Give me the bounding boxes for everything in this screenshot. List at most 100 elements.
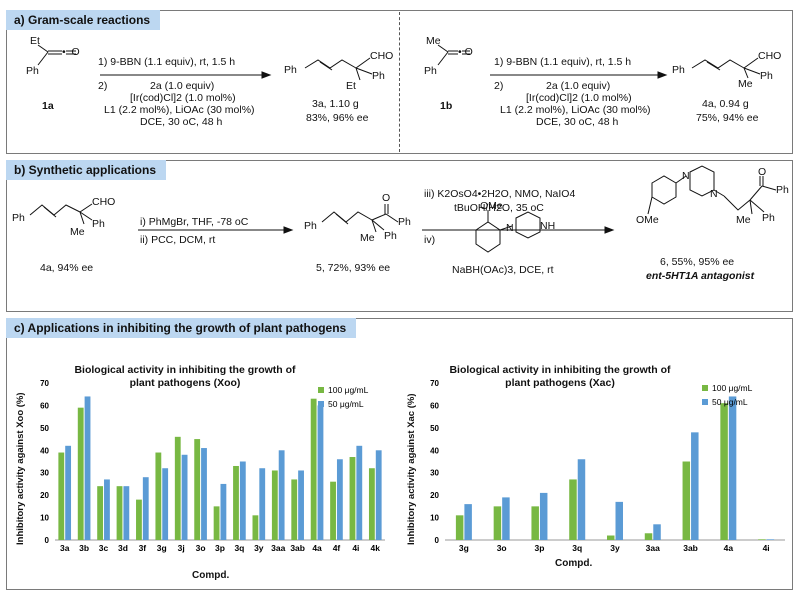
- b-mid-label: 5, 72%, 93% ee: [316, 262, 391, 274]
- chart2-legend-label: 50 μg/mL: [712, 397, 748, 407]
- chart1-ytick: 10: [40, 514, 49, 523]
- a1-sub-label: 1a: [42, 100, 54, 112]
- chart1-xlabel: Compd.: [192, 570, 230, 581]
- chart1-xtick: 3j: [178, 543, 185, 553]
- chart1-ytick: 40: [40, 446, 49, 455]
- chart1-xtick: 3f: [139, 543, 147, 553]
- chart1-ytick: 70: [40, 379, 49, 388]
- chart2-bar-3y-s1: [607, 535, 615, 540]
- chart2-xtick: 3aa: [646, 543, 660, 553]
- chart1-bar-3ab-s2: [298, 470, 304, 540]
- a1-step2b: [Ir(cod)Cl]2 (1.0 mol%): [130, 92, 236, 104]
- chart1-xtick: 3b: [79, 543, 89, 553]
- b-fp-ph2: Ph: [762, 212, 775, 224]
- chart2-bar-3g-s2: [464, 504, 472, 540]
- chart2-bar-3aa-s2: [653, 524, 661, 540]
- chart2-bar-3g-s1: [455, 515, 464, 540]
- section-c-title: c) Applications in inhibiting the growth…: [6, 318, 357, 338]
- chart1-bar-3f-s1: [136, 499, 142, 540]
- b-fp-name: ent-5HT1A antagonist: [646, 270, 755, 282]
- chart1-bar-3p-s2: [220, 483, 227, 540]
- chart2-xtick: 3p: [534, 543, 544, 553]
- chart1-xtick: 3o: [196, 543, 206, 553]
- chart2-xtick: 3ab: [683, 543, 698, 553]
- chart2-bar-3q-s2: [577, 459, 586, 540]
- b-fp-o: O: [758, 166, 767, 178]
- chart1-bar-4a-s1: [310, 398, 317, 540]
- b-mid-ph: Ph: [304, 220, 317, 232]
- a2-sub-c-o: • O: [458, 46, 473, 58]
- chart1-bar-3y-s2: [259, 468, 266, 540]
- chart2-ytick: 40: [430, 446, 439, 455]
- chart1-bar-3o-s1: [194, 439, 201, 540]
- a1-step2d: DCE, 30 oC, 48 h: [140, 116, 223, 128]
- a2-step2-num: 2): [494, 80, 504, 92]
- chart1-xtick: 3p: [215, 543, 225, 553]
- chart1-bar-3b-s2: [84, 396, 91, 540]
- chart1-bar-3d-s1: [116, 486, 123, 540]
- chart1-ytick: 30: [40, 469, 49, 478]
- a2-step1: 1) 9-BBN (1.1 equiv), rt, 1.5 h: [494, 56, 632, 68]
- chart1-legend-label: 100 μg/mL: [328, 385, 369, 395]
- chart2-legend-label: 100 μg/mL: [712, 383, 753, 393]
- chart1-bar-4f-s2: [336, 459, 343, 540]
- chart2-bar-3ab-s1: [682, 461, 691, 540]
- chart2-bar-3ab-s2: [691, 432, 699, 540]
- chart1-bar-4a-s2: [317, 405, 324, 540]
- a1-step2-num: 2): [98, 80, 108, 92]
- a2-step2c: L1 (2.2 mol%), LiOAc (30 mol%): [500, 104, 651, 116]
- chart2-ytick: 70: [430, 379, 439, 388]
- chart2-bar-4i-s2: [766, 539, 775, 540]
- chart1-bar-3aa-s1: [271, 470, 278, 540]
- chart2-ytick: 60: [430, 401, 439, 410]
- chart1-bar-3a-s1: [58, 452, 65, 540]
- chart1-xtick: 3c: [99, 543, 109, 553]
- chart1-bar-3a-s2: [65, 445, 72, 540]
- panel-a: [6, 10, 793, 154]
- chart1-bar-4f-s1: [330, 481, 336, 540]
- a1-prod-ph1: Ph: [284, 64, 297, 76]
- a2-sub-me: Me: [426, 35, 441, 47]
- chart1-ytick: 60: [40, 401, 49, 410]
- b-sm-me: Me: [70, 226, 85, 238]
- chart2-ytick: 20: [430, 491, 439, 500]
- a2-prod-cho: CHO: [758, 50, 782, 62]
- chart1-bar-3d-s2: [123, 486, 130, 540]
- chart2-bar-3p-s2: [539, 492, 548, 540]
- chart1-xtick: 4a: [312, 543, 322, 553]
- a1-prod-et: Et: [346, 80, 356, 92]
- a1-prod-cho: CHO: [370, 50, 394, 62]
- chart1-bar-3aa-s2: [278, 450, 285, 540]
- chart2-bar-3p-s1: [531, 506, 539, 540]
- chart1-xtick: 4f: [333, 543, 341, 553]
- chart2-xtick: 4i: [763, 543, 770, 553]
- b-sm-ph2: Ph: [92, 218, 105, 230]
- chart2-xtick: 3o: [497, 543, 507, 553]
- b-reagent-nh: NH: [540, 220, 556, 232]
- chart2-ytick: 50: [430, 424, 439, 433]
- chart1-xtick: 3q: [234, 543, 244, 553]
- a2-prod-ph1: Ph: [672, 64, 685, 76]
- chart1-bar-3c-s1: [97, 486, 104, 540]
- chart1-bar-3q-s2: [239, 461, 246, 540]
- chart1-bar-3b-s1: [77, 407, 84, 540]
- chart1-xtick: 3ab: [290, 543, 305, 553]
- chart2-xtick: 4a: [724, 543, 734, 553]
- b-sm-ph: Ph: [12, 212, 25, 224]
- chart1-bar-3j-s2: [181, 454, 188, 540]
- chart2-bar-3o-s2: [502, 497, 510, 540]
- chart1-bar-3g-s1: [155, 452, 162, 540]
- a1-step1: 1) 9-BBN (1.1 equiv), rt, 1.5 h: [98, 56, 236, 68]
- chart1-bar-3j-s1: [174, 436, 181, 540]
- chart1-title: Biological activity in inhibiting the gr…: [74, 364, 296, 389]
- chart1-bar-3q-s1: [233, 465, 239, 540]
- b-fp-label: 6, 55%, 95% ee: [660, 256, 735, 268]
- chart2-bar-3aa-s1: [644, 533, 653, 540]
- a1-prod-ph2: Ph: [372, 70, 385, 82]
- chart1-bar-3g-s2: [162, 468, 169, 540]
- b-cond4: tBuOH/H2O, 35 oC: [454, 202, 544, 214]
- chart2-bar-4a-s1: [720, 403, 728, 540]
- a1-sub-c-o: • O: [62, 46, 80, 58]
- chart1-xtick: 4k: [371, 543, 381, 553]
